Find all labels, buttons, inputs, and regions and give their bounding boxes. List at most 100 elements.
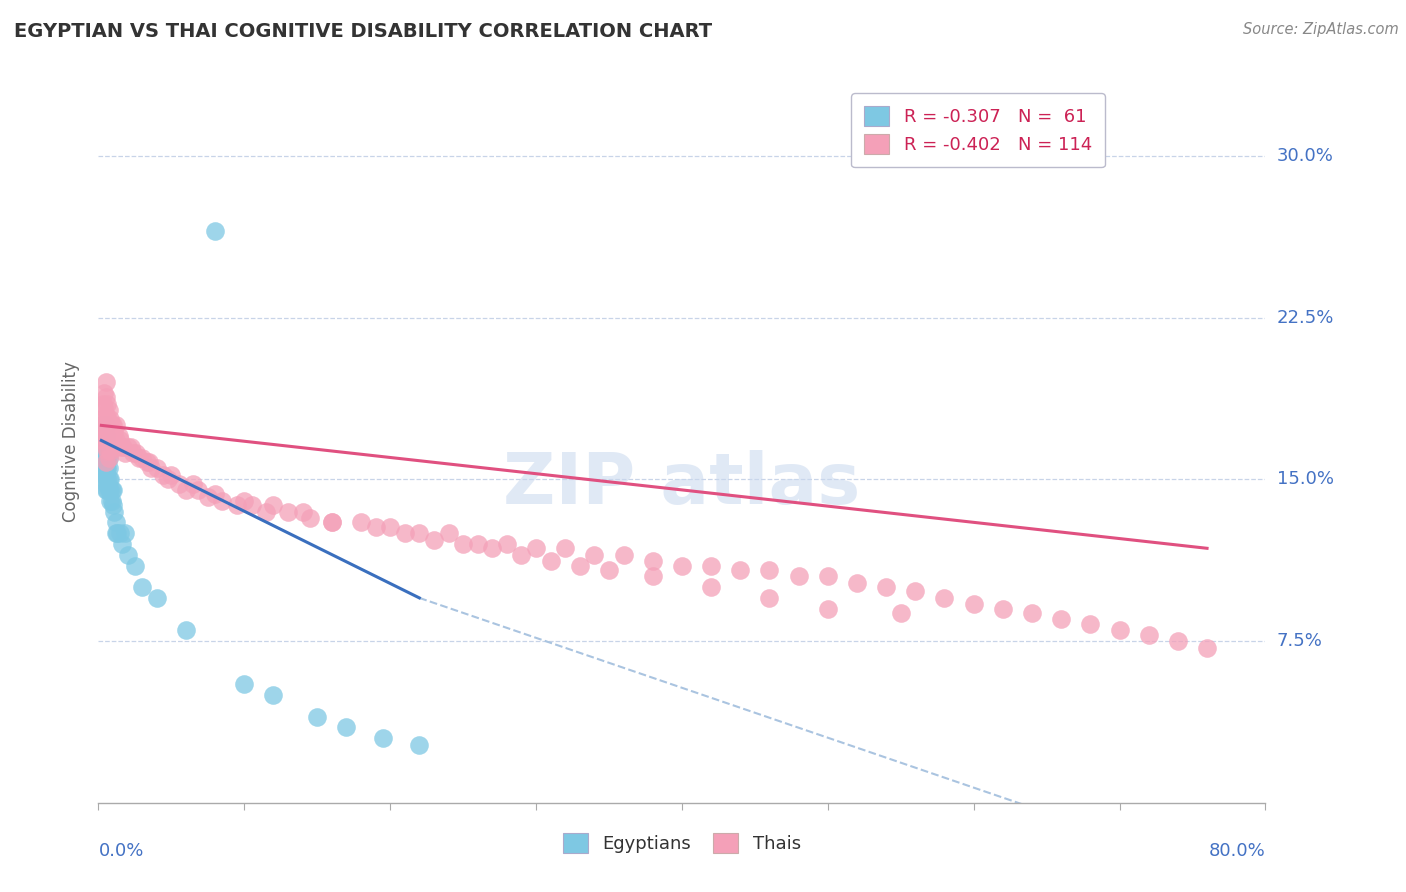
Point [94,461,117,475]
Point [211,493,233,508]
Point [991,601,1014,615]
Point [93,386,115,401]
Point [98,472,121,486]
Point [94,408,117,422]
Point [96,397,118,411]
Point [350,516,373,530]
Point [321,516,343,530]
Point [394,526,416,541]
Point [496,537,519,551]
Point [96,450,118,465]
Point [110,526,132,541]
Point [226,498,249,512]
Point [481,541,503,556]
Point [91,429,114,443]
Point [101,418,124,433]
Point [160,467,183,482]
Point [100,418,122,433]
Point [94,450,117,465]
Point [467,537,489,551]
Point [262,688,284,702]
Point [408,526,430,541]
Point [298,511,321,525]
Point [96,440,118,454]
Point [371,731,394,745]
Point [114,526,136,541]
Point [131,450,153,465]
Text: 22.5%: 22.5% [1277,309,1334,326]
Text: Source: ZipAtlas.com: Source: ZipAtlas.com [1243,22,1399,37]
Point [291,505,314,519]
Point [335,720,357,734]
Point [94,376,117,390]
Text: 0.0%: 0.0% [98,842,143,860]
Point [94,446,117,460]
Point [568,558,591,573]
Point [423,533,446,547]
Point [94,455,117,469]
Point [437,526,460,541]
Point [97,450,120,465]
Point [139,461,162,475]
Point [1195,640,1218,655]
Point [103,440,125,454]
Point [93,444,115,458]
Point [730,563,752,577]
Text: 7.5%: 7.5% [1277,632,1323,650]
Point [94,440,117,454]
Point [91,418,114,433]
Point [1080,616,1102,631]
Point [1021,606,1043,620]
Point [641,554,664,568]
Point [233,677,256,691]
Point [641,569,664,583]
Point [138,455,160,469]
Point [97,483,120,497]
Point [93,401,115,416]
Point [262,498,284,512]
Point [204,224,226,238]
Point [98,483,121,497]
Point [91,440,114,454]
Point [94,455,117,469]
Point [97,418,120,433]
Point [187,483,209,497]
Point [91,450,114,465]
Point [105,440,128,454]
Point [97,434,120,448]
Point [554,541,576,556]
Point [934,591,956,605]
Point [612,548,634,562]
Point [105,526,128,541]
Point [94,429,117,443]
Point [91,429,114,443]
Point [98,444,121,458]
Point [104,516,127,530]
Point [380,520,402,534]
Point [817,569,839,583]
Point [93,457,115,471]
Point [122,446,145,460]
Point [152,467,174,482]
Point [174,624,197,638]
Point [114,446,136,460]
Point [846,575,869,590]
Point [787,569,810,583]
Point [93,418,115,433]
Point [167,476,190,491]
Point [93,434,115,448]
Point [125,446,148,460]
Point [94,476,117,491]
Point [117,440,139,454]
Point [120,440,142,454]
Point [104,418,127,433]
Point [91,397,114,411]
Point [101,498,124,512]
Point [94,483,117,497]
Point [97,403,120,417]
Point [598,563,620,577]
Point [758,591,780,605]
Point [98,412,121,426]
Point [254,505,277,519]
Point [962,598,984,612]
